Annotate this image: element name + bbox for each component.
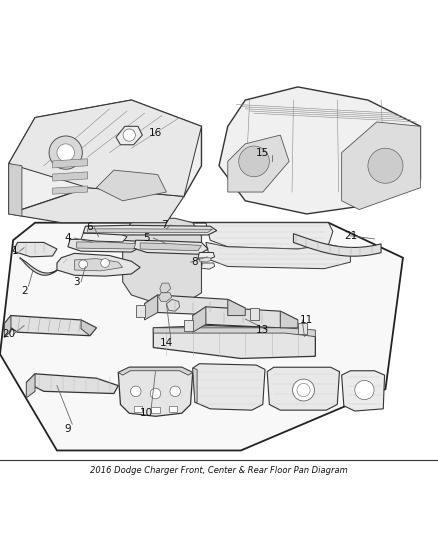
Polygon shape bbox=[9, 100, 201, 214]
Polygon shape bbox=[9, 100, 201, 197]
Circle shape bbox=[131, 386, 141, 397]
Text: 6: 6 bbox=[86, 222, 93, 232]
Polygon shape bbox=[193, 364, 265, 410]
Polygon shape bbox=[280, 311, 298, 328]
Polygon shape bbox=[53, 159, 88, 168]
Text: 11: 11 bbox=[300, 315, 313, 325]
Polygon shape bbox=[77, 242, 136, 249]
Polygon shape bbox=[153, 326, 315, 359]
Polygon shape bbox=[193, 307, 298, 328]
Text: 16: 16 bbox=[149, 128, 162, 138]
Polygon shape bbox=[219, 87, 420, 214]
Polygon shape bbox=[293, 233, 381, 256]
Text: 14: 14 bbox=[160, 338, 173, 348]
Polygon shape bbox=[159, 293, 172, 302]
Polygon shape bbox=[228, 135, 289, 192]
Circle shape bbox=[57, 144, 74, 161]
Text: 2: 2 bbox=[21, 286, 28, 296]
Polygon shape bbox=[83, 225, 217, 235]
Polygon shape bbox=[206, 223, 333, 249]
Polygon shape bbox=[26, 374, 118, 393]
Polygon shape bbox=[184, 320, 193, 332]
Text: 3: 3 bbox=[73, 277, 80, 287]
Polygon shape bbox=[96, 170, 166, 201]
Circle shape bbox=[170, 386, 180, 397]
Bar bbox=[134, 406, 142, 412]
Circle shape bbox=[150, 388, 161, 399]
Polygon shape bbox=[193, 368, 197, 402]
Text: 8: 8 bbox=[191, 257, 198, 267]
Text: 7: 7 bbox=[161, 220, 168, 230]
Text: 9: 9 bbox=[64, 424, 71, 433]
Polygon shape bbox=[199, 258, 211, 262]
Polygon shape bbox=[145, 295, 245, 316]
Polygon shape bbox=[342, 371, 385, 411]
Text: 20: 20 bbox=[2, 329, 15, 340]
Text: 10: 10 bbox=[140, 408, 153, 418]
Polygon shape bbox=[206, 243, 350, 269]
Polygon shape bbox=[342, 122, 420, 209]
Polygon shape bbox=[0, 223, 403, 450]
Polygon shape bbox=[166, 300, 180, 311]
Polygon shape bbox=[153, 328, 315, 336]
Circle shape bbox=[368, 148, 403, 183]
Polygon shape bbox=[4, 316, 11, 337]
Polygon shape bbox=[145, 295, 158, 320]
Circle shape bbox=[101, 259, 110, 268]
Bar bbox=[169, 406, 177, 412]
Polygon shape bbox=[53, 172, 88, 181]
Polygon shape bbox=[4, 316, 96, 336]
Text: 2016 Dodge Charger Front, Center & Rear Floor Pan Diagram: 2016 Dodge Charger Front, Center & Rear … bbox=[90, 466, 348, 475]
Polygon shape bbox=[20, 258, 70, 275]
Polygon shape bbox=[26, 374, 35, 398]
Text: 1: 1 bbox=[12, 246, 19, 256]
Polygon shape bbox=[118, 367, 193, 416]
Polygon shape bbox=[228, 300, 245, 316]
Polygon shape bbox=[57, 253, 140, 276]
Polygon shape bbox=[68, 239, 140, 252]
Polygon shape bbox=[193, 307, 206, 332]
Polygon shape bbox=[53, 186, 88, 194]
Circle shape bbox=[123, 129, 135, 141]
Bar bbox=[151, 407, 160, 413]
Polygon shape bbox=[74, 259, 123, 271]
Text: 13: 13 bbox=[256, 325, 269, 335]
Text: 15: 15 bbox=[256, 148, 269, 158]
Polygon shape bbox=[81, 320, 96, 336]
Text: 4: 4 bbox=[64, 233, 71, 243]
Polygon shape bbox=[123, 219, 201, 304]
Circle shape bbox=[297, 383, 310, 397]
Polygon shape bbox=[88, 229, 212, 232]
Polygon shape bbox=[198, 253, 215, 260]
Polygon shape bbox=[298, 323, 307, 334]
Circle shape bbox=[355, 381, 374, 400]
Text: 5: 5 bbox=[143, 233, 150, 243]
Polygon shape bbox=[118, 367, 193, 375]
Polygon shape bbox=[267, 367, 339, 410]
Circle shape bbox=[49, 136, 82, 169]
Polygon shape bbox=[136, 304, 145, 317]
Polygon shape bbox=[160, 283, 171, 293]
Circle shape bbox=[79, 260, 88, 269]
Circle shape bbox=[293, 379, 314, 401]
Polygon shape bbox=[9, 164, 22, 216]
Polygon shape bbox=[250, 308, 259, 320]
Polygon shape bbox=[81, 233, 127, 242]
Polygon shape bbox=[201, 263, 215, 269]
Polygon shape bbox=[13, 243, 57, 257]
Text: 21: 21 bbox=[344, 231, 357, 241]
Polygon shape bbox=[116, 126, 142, 145]
Polygon shape bbox=[134, 240, 208, 254]
Polygon shape bbox=[140, 243, 201, 251]
Circle shape bbox=[239, 146, 269, 177]
Polygon shape bbox=[9, 188, 184, 223]
